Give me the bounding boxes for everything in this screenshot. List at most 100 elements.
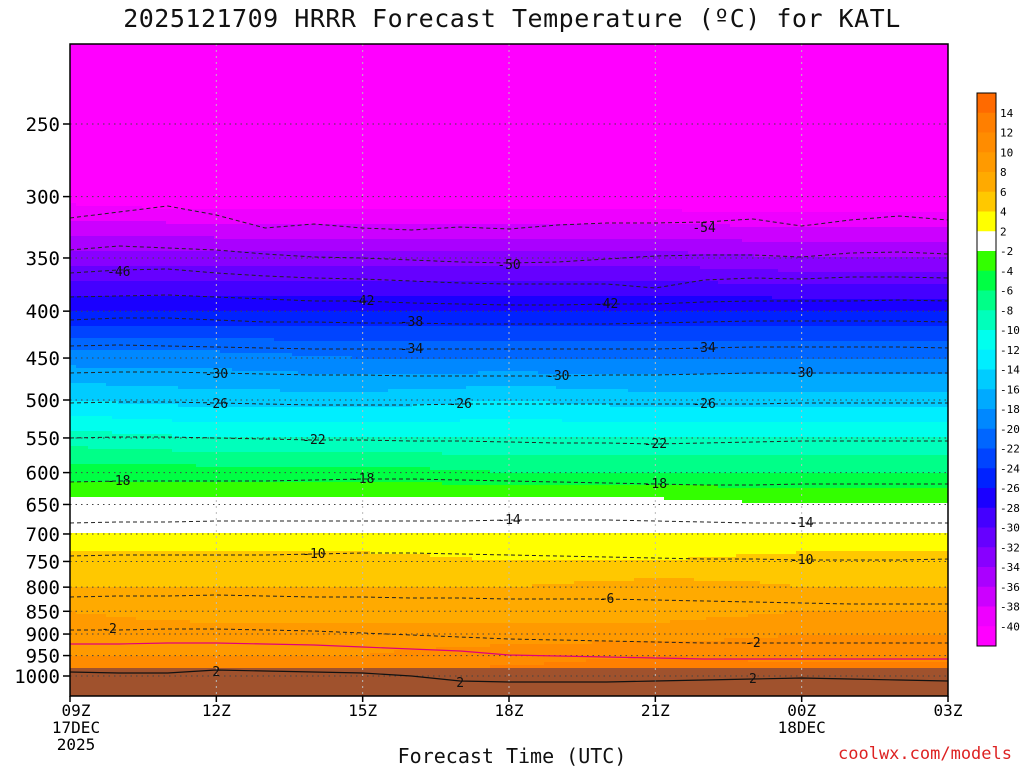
temperature-cell	[928, 128, 935, 132]
temperature-cell	[736, 101, 743, 105]
temperature-cell	[868, 89, 875, 93]
temperature-cell	[514, 95, 521, 99]
temperature-cell	[946, 44, 948, 48]
temperature-cell	[208, 98, 215, 102]
temperature-cell	[874, 47, 881, 51]
temperature-cell	[514, 77, 521, 81]
temperature-cell	[430, 128, 437, 132]
temperature-cell	[292, 44, 299, 48]
temperature-cell	[772, 59, 779, 63]
temperature-cell	[664, 71, 671, 75]
temperature-cell	[856, 86, 863, 90]
temperature-cell	[640, 128, 647, 132]
temperature-cell	[700, 86, 707, 90]
temperature-cell	[400, 89, 407, 93]
temperature-cell	[406, 143, 413, 147]
temperature-cell	[220, 89, 227, 93]
temperature-cell	[628, 134, 635, 138]
temperature-cell	[748, 140, 755, 144]
temperature-cell	[202, 77, 209, 81]
temperature-cell	[844, 128, 851, 132]
temperature-cell	[622, 77, 629, 81]
temperature-cell	[334, 113, 341, 117]
temperature-cell	[616, 143, 623, 147]
temperature-cell	[904, 119, 911, 123]
temperature-cell	[226, 113, 233, 117]
temperature-cell	[94, 128, 101, 132]
temperature-cell	[790, 80, 797, 84]
temperature-cell	[766, 77, 773, 81]
temperature-cell	[508, 56, 515, 60]
temperature-cell	[340, 50, 347, 54]
temperature-cell	[214, 122, 221, 126]
temperature-cell	[928, 80, 935, 84]
temperature-cell	[838, 116, 845, 120]
temperature-cell	[190, 53, 197, 57]
temperature-cell	[658, 134, 665, 138]
temperature-cell	[178, 44, 185, 48]
temperature-cell	[742, 71, 749, 75]
temperature-cell	[352, 77, 359, 81]
temperature-cell	[592, 62, 599, 66]
temperature-cell	[262, 92, 269, 96]
temperature-cell	[76, 56, 83, 60]
temperature-cell	[934, 71, 941, 75]
temperature-cell	[796, 86, 803, 90]
temperature-cell	[346, 92, 353, 96]
temperature-cell	[886, 47, 893, 51]
temperature-cell	[706, 92, 713, 96]
temperature-cell	[268, 140, 275, 144]
temperature-cell	[352, 53, 359, 57]
temperature-cell	[178, 131, 185, 135]
temperature-cell	[526, 101, 533, 105]
temperature-cell	[892, 113, 899, 117]
temperature-cell	[520, 71, 527, 75]
temperature-cell	[502, 140, 509, 144]
temperature-cell	[622, 86, 629, 90]
temperature-cell	[88, 107, 95, 111]
temperature-cell	[676, 104, 683, 108]
temperature-cell	[478, 71, 485, 75]
temperature-cell	[388, 107, 395, 111]
temperature-cell	[118, 62, 125, 66]
temperature-cell	[682, 71, 689, 75]
temperature-cell	[850, 74, 857, 78]
temperature-cell	[190, 74, 197, 78]
temperature-cell	[724, 92, 731, 96]
temperature-cell	[640, 77, 647, 81]
temperature-cell	[406, 98, 413, 102]
temperature-cell	[844, 86, 851, 90]
temperature-cell	[442, 77, 449, 81]
temperature-cell	[358, 56, 365, 60]
temperature-cell	[718, 83, 725, 87]
temperature-cell	[778, 92, 785, 96]
temperature-cell	[94, 74, 101, 78]
temperature-cell	[868, 119, 875, 123]
temperature-cell	[700, 92, 707, 96]
temperature-cell	[76, 74, 83, 78]
temperature-cell	[838, 89, 845, 93]
temperature-cell	[310, 89, 317, 93]
temperature-cell	[484, 77, 491, 81]
temperature-cell	[562, 86, 569, 90]
temperature-cell	[364, 131, 371, 135]
temperature-cell	[154, 86, 161, 90]
temperature-cell	[460, 62, 467, 66]
temperature-cell	[430, 89, 437, 93]
temperature-cell	[394, 77, 401, 81]
temperature-cell	[688, 95, 695, 99]
temperature-cell	[184, 143, 191, 147]
temperature-cell	[868, 83, 875, 87]
temperature-cell	[436, 113, 443, 117]
temperature-cell	[802, 68, 809, 72]
temperature-cell	[316, 128, 323, 132]
temperature-cell	[160, 71, 167, 75]
temperature-cell	[280, 107, 287, 111]
temperature-cell	[490, 98, 497, 102]
temperature-cell	[790, 50, 797, 54]
temperature-cell	[814, 74, 821, 78]
temperature-cell	[772, 50, 779, 54]
temperature-cell	[598, 74, 605, 78]
temperature-cell	[454, 98, 461, 102]
temperature-cell	[406, 92, 413, 96]
